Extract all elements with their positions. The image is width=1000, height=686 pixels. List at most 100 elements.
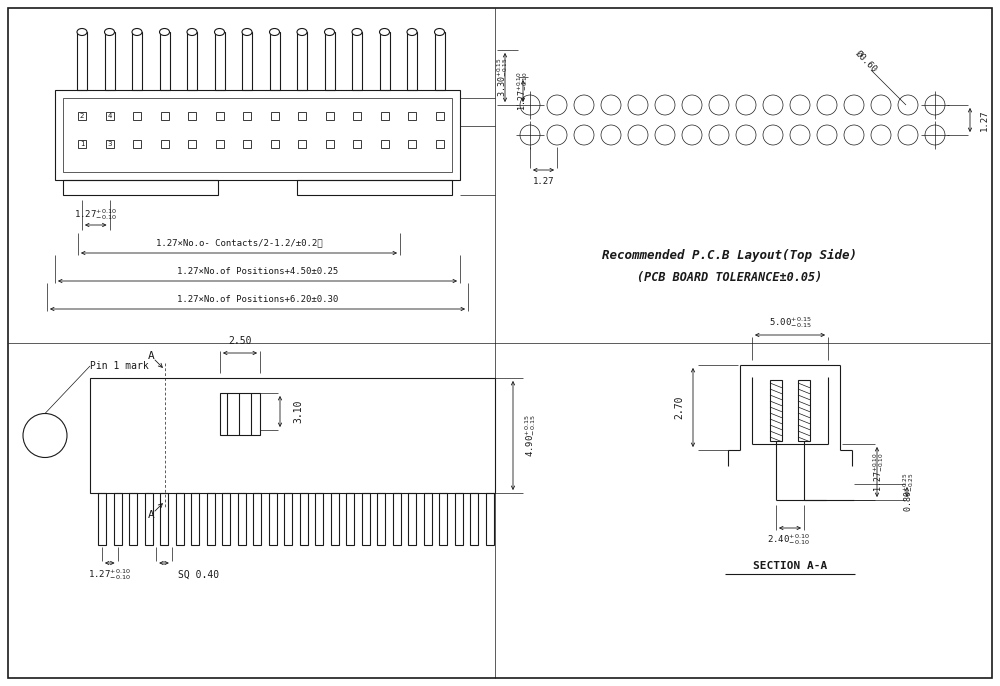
Bar xyxy=(270,112,278,120)
Circle shape xyxy=(844,95,864,115)
Bar xyxy=(160,493,168,545)
Bar xyxy=(407,32,417,90)
Circle shape xyxy=(817,95,837,115)
Bar xyxy=(408,112,416,120)
Circle shape xyxy=(709,125,729,145)
Text: 1.27$^{+0.10}_{-0.10}$: 1.27$^{+0.10}_{-0.10}$ xyxy=(516,71,530,111)
Ellipse shape xyxy=(434,29,444,36)
Bar xyxy=(297,180,452,195)
Circle shape xyxy=(23,414,67,458)
Circle shape xyxy=(709,95,729,115)
Ellipse shape xyxy=(187,29,197,36)
Text: 1: 1 xyxy=(80,141,84,147)
Ellipse shape xyxy=(77,29,87,36)
Bar xyxy=(300,493,308,545)
Bar xyxy=(216,112,224,120)
Text: Pin 1 mark: Pin 1 mark xyxy=(90,361,149,371)
Bar xyxy=(160,140,168,148)
Bar xyxy=(106,112,114,120)
Bar xyxy=(377,493,385,545)
Circle shape xyxy=(898,125,918,145)
Text: 1.27×No.of Positions+4.50±0.25: 1.27×No.of Positions+4.50±0.25 xyxy=(177,266,338,276)
Bar xyxy=(253,493,261,545)
Bar xyxy=(160,112,168,120)
Text: Ø0.60: Ø0.60 xyxy=(853,49,879,75)
Bar xyxy=(284,493,292,545)
Bar xyxy=(133,112,141,120)
Circle shape xyxy=(925,125,945,145)
Bar xyxy=(63,98,452,172)
Ellipse shape xyxy=(297,29,307,36)
Ellipse shape xyxy=(160,29,170,36)
Bar xyxy=(188,112,196,120)
Circle shape xyxy=(574,95,594,115)
Bar xyxy=(454,493,462,545)
Circle shape xyxy=(763,125,783,145)
Bar xyxy=(380,112,388,120)
Bar xyxy=(78,140,86,148)
Text: A: A xyxy=(148,351,155,361)
Circle shape xyxy=(763,95,783,115)
Circle shape xyxy=(628,95,648,115)
Bar xyxy=(63,180,218,195)
Text: 1.27$^{+0.10}_{-0.10}$: 1.27$^{+0.10}_{-0.10}$ xyxy=(88,567,131,582)
Text: 1.27: 1.27 xyxy=(980,109,988,131)
Ellipse shape xyxy=(324,29,334,36)
Circle shape xyxy=(790,95,810,115)
Bar xyxy=(188,140,196,148)
Bar xyxy=(326,140,334,148)
Circle shape xyxy=(520,95,540,115)
Bar xyxy=(270,140,278,148)
Text: Recommended P.C.B Layout(Top Side): Recommended P.C.B Layout(Top Side) xyxy=(602,248,858,261)
Bar xyxy=(298,140,306,148)
Bar xyxy=(470,493,478,545)
Text: SQ 0.40: SQ 0.40 xyxy=(178,570,220,580)
Bar xyxy=(222,493,230,545)
Ellipse shape xyxy=(214,29,224,36)
Text: 1.27$^{+0.10}_{-0.10}$: 1.27$^{+0.10}_{-0.10}$ xyxy=(74,208,117,222)
Text: 3.10: 3.10 xyxy=(293,400,303,423)
Bar xyxy=(160,32,170,90)
Bar xyxy=(362,493,370,545)
Bar xyxy=(220,393,260,435)
Bar xyxy=(324,32,334,90)
Text: 1.27: 1.27 xyxy=(533,178,554,187)
Bar xyxy=(439,493,447,545)
Bar xyxy=(133,140,141,148)
Bar xyxy=(392,493,400,545)
Bar xyxy=(798,380,810,441)
Circle shape xyxy=(628,125,648,145)
Circle shape xyxy=(844,125,864,145)
Bar xyxy=(352,32,362,90)
Text: 3: 3 xyxy=(107,141,112,147)
Text: 1.27$^{+0.10}_{-0.10}$: 1.27$^{+0.10}_{-0.10}$ xyxy=(872,452,886,492)
Bar xyxy=(330,493,338,545)
Ellipse shape xyxy=(352,29,362,36)
Bar xyxy=(114,493,122,545)
Text: 2.70: 2.70 xyxy=(674,396,684,419)
Bar xyxy=(380,140,388,148)
Circle shape xyxy=(682,125,702,145)
Bar xyxy=(55,90,460,180)
Bar xyxy=(78,112,86,120)
Circle shape xyxy=(871,95,891,115)
Bar xyxy=(187,32,197,90)
Bar xyxy=(90,378,495,493)
Bar xyxy=(242,32,252,90)
Ellipse shape xyxy=(407,29,417,36)
Circle shape xyxy=(547,125,567,145)
Circle shape xyxy=(682,95,702,115)
Circle shape xyxy=(871,125,891,145)
Ellipse shape xyxy=(132,29,142,36)
Ellipse shape xyxy=(380,29,390,36)
Bar xyxy=(353,140,361,148)
Circle shape xyxy=(547,95,567,115)
Circle shape xyxy=(520,125,540,145)
Circle shape xyxy=(655,125,675,145)
Text: 3.30$^{+0.15}_{-0.15}$: 3.30$^{+0.15}_{-0.15}$ xyxy=(496,58,510,97)
Circle shape xyxy=(925,95,945,115)
Circle shape xyxy=(736,125,756,145)
Text: 1.27×No.o- Contacts/2-1.2/±0.2ℓ: 1.27×No.o- Contacts/2-1.2/±0.2ℓ xyxy=(156,239,322,248)
Text: SECTION A-A: SECTION A-A xyxy=(753,561,827,571)
Bar xyxy=(77,32,87,90)
